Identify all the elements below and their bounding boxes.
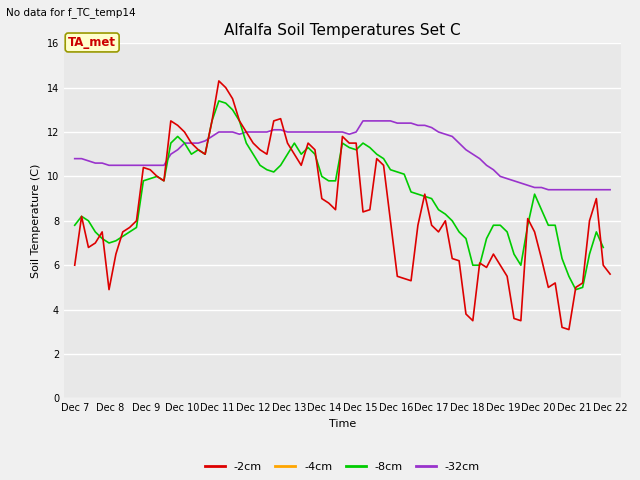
- Y-axis label: Soil Temperature (C): Soil Temperature (C): [31, 164, 41, 278]
- X-axis label: Time: Time: [329, 419, 356, 429]
- Text: No data for f_TC_temp14: No data for f_TC_temp14: [6, 7, 136, 18]
- Text: TA_met: TA_met: [68, 36, 116, 49]
- Legend: -2cm, -4cm, -8cm, -32cm: -2cm, -4cm, -8cm, -32cm: [200, 457, 484, 476]
- Title: Alfalfa Soil Temperatures Set C: Alfalfa Soil Temperatures Set C: [224, 23, 461, 38]
